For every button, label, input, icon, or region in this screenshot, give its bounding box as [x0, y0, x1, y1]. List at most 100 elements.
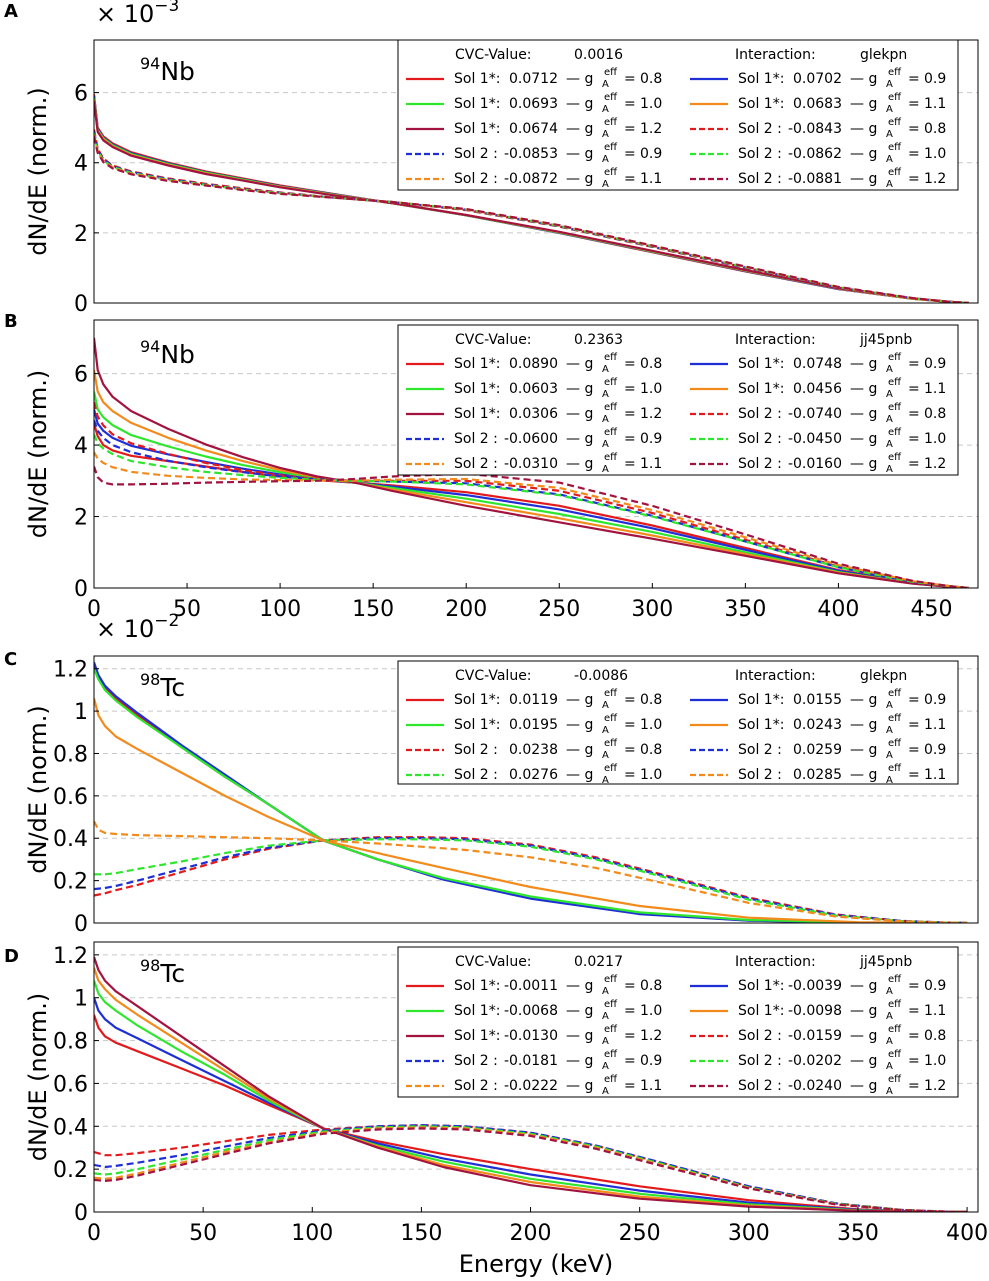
legend-gA-sup: eff	[888, 67, 902, 78]
legend-equals: =	[624, 171, 636, 187]
legend-entry-gA: 1.2	[924, 1078, 946, 1094]
legend-gA-symbol: — g	[566, 767, 593, 783]
legend-entry-value: -0.0872	[504, 171, 558, 187]
legend-gA-sub: A	[886, 1086, 893, 1097]
legend-cvc-label: CVC-Value:	[455, 332, 532, 348]
legend-entry-name: Sol 2 :	[454, 1053, 498, 1069]
legend-gA-sup: eff	[888, 377, 902, 388]
legend-entry-gA: 1.0	[640, 1003, 662, 1019]
y-tick-label: 1	[74, 987, 88, 1012]
x-tick-label: 350	[837, 1221, 879, 1246]
legend-interaction-label: Interaction:	[735, 668, 816, 684]
legend-equals: =	[624, 96, 636, 112]
legend-gA-sup: eff	[604, 117, 618, 128]
legend-entry-name: Sol 2 :	[738, 406, 782, 422]
nucleus-label: 98Tc	[140, 956, 185, 988]
legend-gA-sup: eff	[888, 92, 902, 103]
legend-gA-sup: eff	[604, 427, 618, 438]
legend-gA-sup: eff	[888, 974, 902, 985]
legend-entry-name: Sol 2 :	[738, 742, 782, 758]
legend-gA-sup: eff	[888, 999, 902, 1010]
y-axis-label: dN/dE (norm.)	[24, 87, 52, 255]
x-axis-label: Energy (keV)	[459, 1250, 614, 1278]
legend-gA-sup: eff	[888, 1049, 902, 1060]
legend-gA-sup: eff	[888, 402, 902, 413]
legend-equals: =	[624, 1003, 636, 1019]
legend-entry-value: 0.0456	[793, 381, 842, 397]
legend-entry-value: 0.0155	[793, 692, 842, 708]
y-tick-label: 0	[74, 1201, 88, 1226]
legend-gA-sub: A	[602, 364, 609, 375]
scale-factor-exp: −3	[154, 0, 179, 16]
legend-equals: =	[908, 71, 920, 87]
nucleus-label: 98Tc	[140, 670, 185, 702]
y-tick-label: 6	[74, 82, 88, 107]
legend-equals: =	[624, 717, 636, 733]
legend-gA-symbol: — g	[850, 171, 877, 187]
legend-cvc-label: CVC-Value:	[455, 47, 532, 63]
legend-entry-gA: 1.0	[924, 146, 946, 162]
legend-entry-name: Sol 2 :	[738, 431, 782, 447]
panel-label: D	[4, 946, 19, 967]
x-tick-label: 200	[510, 1221, 552, 1246]
legend-gA-symbol: — g	[566, 717, 593, 733]
y-tick-label: 0.6	[53, 1072, 88, 1097]
legend-equals: =	[624, 1078, 636, 1094]
scale-factor-base: × 10	[96, 0, 154, 28]
x-tick-label: 350	[724, 597, 766, 622]
legend-gA-symbol: — g	[566, 406, 593, 422]
legend-gA-sub: A	[886, 750, 893, 761]
x-tick-label: 250	[619, 1221, 661, 1246]
scale-factor-exp: −2	[154, 611, 179, 631]
y-tick-label: 0.8	[53, 742, 88, 767]
legend-gA-sub: A	[886, 1061, 893, 1072]
legend-cvc-value: 0.0217	[574, 954, 623, 970]
x-tick-label: 100	[259, 597, 301, 622]
legend-gA-sub: A	[886, 1036, 893, 1047]
legend-box	[397, 660, 959, 785]
legend-gA-sup: eff	[604, 167, 618, 178]
legend-entry-name: Sol 1*:	[454, 978, 500, 994]
legend-equals: =	[624, 381, 636, 397]
nucleus-mass: 94	[140, 337, 160, 356]
legend-gA-sub: A	[602, 154, 609, 165]
legend-entry-gA: 0.9	[924, 742, 946, 758]
legend-gA-sup: eff	[604, 92, 618, 103]
series-group	[94, 94, 969, 303]
y-tick-label: 0.4	[53, 1115, 88, 1140]
legend-entry-value: 0.0119	[509, 692, 558, 708]
legend: CVC-Value: 0.0016 Interaction: glekpn Sol 1*…	[397, 39, 959, 191]
legend-entry-name: Sol 1*:	[454, 71, 500, 87]
legend-gA-symbol: — g	[850, 431, 877, 447]
legend-gA-sup: eff	[604, 67, 618, 78]
legend-gA-sub: A	[602, 414, 609, 425]
legend-entry-name: Sol 2 :	[454, 146, 498, 162]
legend-equals: =	[624, 1053, 636, 1069]
legend-gA-sup: eff	[604, 974, 618, 985]
series-line-sol2-9	[94, 1127, 968, 1212]
legend-entry-name: Sol 1*:	[454, 96, 500, 112]
legend-cvc-value: 0.0016	[574, 47, 623, 63]
x-tick-label: 50	[189, 1221, 217, 1246]
legend-entry-value: -0.0862	[788, 146, 842, 162]
legend-gA-sup: eff	[604, 1074, 618, 1085]
legend-equals: =	[908, 767, 920, 783]
legend-entry-name: Sol 1*:	[454, 717, 500, 733]
legend-entry-name: Sol 1*:	[454, 381, 500, 397]
legend-entry-gA: 0.8	[924, 121, 946, 137]
legend-gA-symbol: — g	[566, 692, 593, 708]
legend-gA-symbol: — g	[850, 356, 877, 372]
legend-entry-gA: 0.9	[924, 692, 946, 708]
legend-cvc-value: -0.0086	[574, 668, 628, 684]
legend-gA-symbol: — g	[850, 1003, 877, 1019]
legend-entry-name: Sol 2 :	[454, 456, 498, 472]
legend-gA-sub: A	[886, 986, 893, 997]
